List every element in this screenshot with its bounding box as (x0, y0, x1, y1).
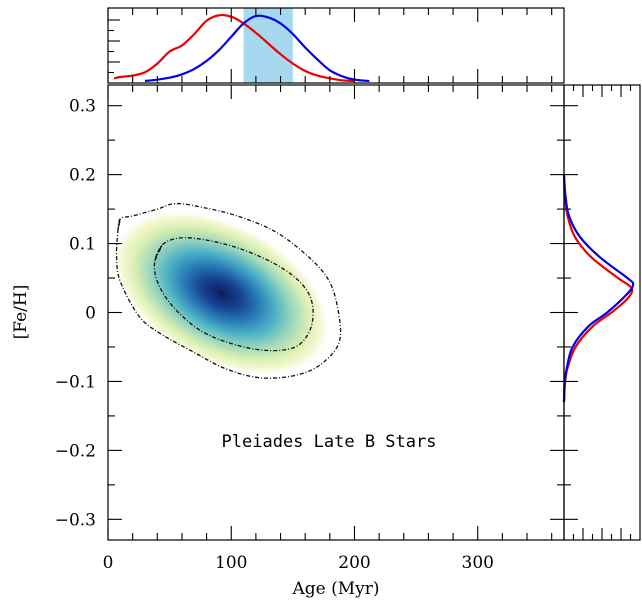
x-tick-label: 0 (103, 553, 114, 573)
top-age-panel (107, 7, 565, 84)
density-cloud (112, 210, 331, 377)
y-tick-label: 0.3 (69, 97, 96, 117)
x-tick-label: 300 (462, 553, 494, 573)
right-panel-ticks (564, 85, 632, 540)
y-tick-label: −0.1 (55, 372, 96, 392)
y-tick-label: 0 (85, 304, 96, 324)
age-distribution-blue (144, 14, 370, 83)
y-axis-label: [Fe/H] (11, 285, 31, 340)
x-tick-label: 100 (215, 553, 247, 573)
main-panel: 0 100 200 300 0.3 0.2 0.1 0 −0.1 −0.2 −0.3 Pleiad… (11, 84, 565, 599)
y-tick-label: 0.2 (69, 166, 96, 186)
age-distribution-red (113, 13, 355, 83)
y-tick-label: −0.3 (55, 510, 96, 530)
inner-contour (153, 237, 314, 352)
y-tick-label: −0.2 (55, 441, 96, 461)
y-tick-label: 0.1 (69, 235, 96, 255)
main-panel-ticks (107, 85, 564, 540)
annotation-label: Pleiades Late B Stars (222, 432, 437, 452)
right-feh-panel (562, 84, 641, 541)
feh-distribution-blue (562, 174, 635, 403)
x-tick-label: 200 (338, 553, 370, 573)
top-panel-ticks (107, 8, 553, 83)
y-tick-labels: 0.3 0.2 0.1 0 −0.1 −0.2 −0.3 (55, 97, 96, 531)
feh-distribution-red (562, 174, 634, 403)
x-tick-labels: 0 100 200 300 (103, 553, 494, 573)
top-panel-frame (107, 7, 565, 84)
age-band-highlight (243, 8, 293, 83)
x-axis-label: Age (Myr) (291, 579, 379, 599)
outer-contour (115, 202, 342, 379)
